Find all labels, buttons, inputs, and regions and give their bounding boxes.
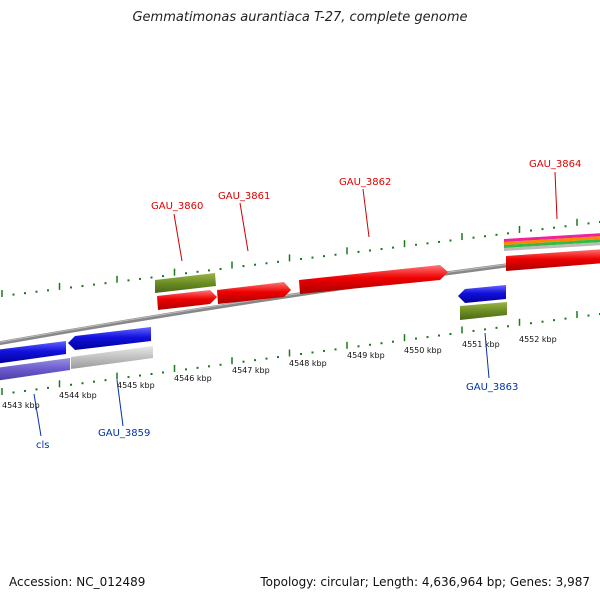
gene-label-GAU_3863: GAU_3863 [466, 382, 518, 393]
feature-band-green[interactable] [504, 239, 600, 248]
feature-band-magenta[interactable] [504, 233, 600, 242]
feature-GAU_3863-rna[interactable] [460, 302, 507, 320]
gene-label-GAU_3859: GAU_3859 [98, 428, 150, 439]
feature-grey[interactable] [71, 346, 153, 369]
reverse-strand-features [0, 285, 507, 381]
gene-GAU_3860-rna[interactable] [155, 273, 216, 293]
gene-label-GAU_3861: GAU_3861 [218, 191, 270, 202]
kbp-label: 4545 kbp [117, 381, 155, 390]
gene-GAU_3860[interactable] [157, 290, 217, 310]
outer-tick-track [1, 218, 600, 297]
kbp-label: 4550 kbp [404, 346, 442, 355]
gene-label-GAU_3860: GAU_3860 [151, 201, 203, 212]
label-leaders [33, 171, 558, 437]
kbp-label: 4551 kbp [462, 340, 500, 349]
genome-title: Gemmatimonas aurantiaca T-27, complete g… [132, 10, 468, 25]
inner-tick-track [1, 311, 600, 395]
kbp-label: 4549 kbp [347, 351, 385, 360]
kbp-label: 4544 kbp [59, 391, 97, 400]
gene-GAU_3859[interactable] [68, 327, 151, 350]
kbp-label: 4546 kbp [174, 374, 212, 383]
gene-label-cls: cls [36, 440, 50, 451]
feature-band-grey[interactable] [504, 242, 600, 251]
kbp-label: 4547 kbp [232, 366, 270, 375]
kbp-label: 4552 kbp [519, 335, 557, 344]
gene-GAU_3864[interactable] [506, 249, 600, 271]
gene-GAU_3861[interactable] [217, 282, 291, 304]
gene-GAU_3863[interactable] [458, 285, 506, 303]
feature-purple[interactable] [0, 358, 70, 381]
gene-label-GAU_3862: GAU_3862 [339, 177, 391, 188]
genome-summary-text: Topology: circular; Length: 4,636,964 bp… [260, 575, 590, 589]
gene-label-GAU_3864: GAU_3864 [529, 159, 581, 170]
gene-GAU_3862[interactable] [299, 265, 448, 294]
kbp-label: 4543 kbp [2, 401, 40, 410]
accession-text: Accession: NC_012489 [9, 575, 146, 589]
kbp-label: 4548 kbp [289, 359, 327, 368]
gene-cls[interactable] [0, 341, 66, 364]
feature-band-orange[interactable] [504, 236, 600, 245]
forward-strand-features [155, 233, 600, 310]
